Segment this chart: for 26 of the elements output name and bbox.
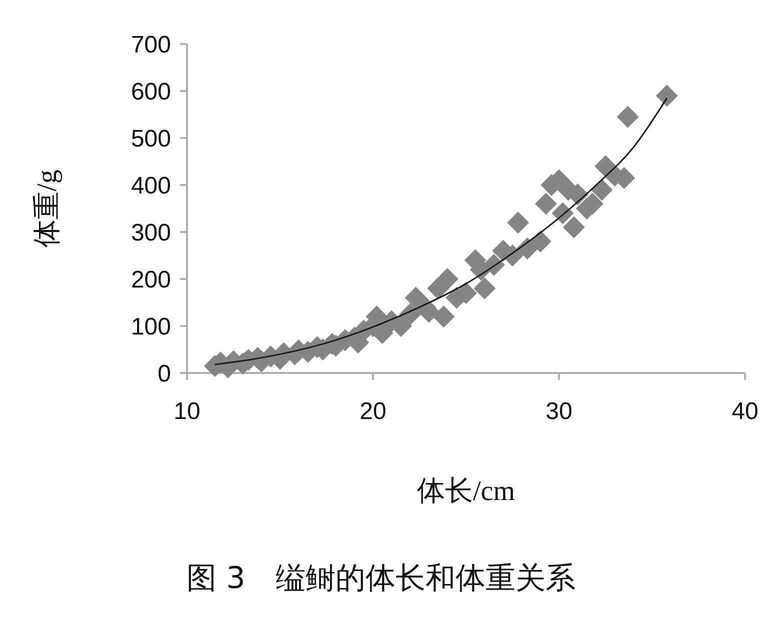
y-axis-title: 体重/g xyxy=(32,170,63,248)
y-tick-label: 200 xyxy=(130,266,171,294)
point xyxy=(616,106,639,128)
x-tick-label: 20 xyxy=(360,398,386,425)
y-tick-label: 0 xyxy=(158,360,171,388)
y-tick-label: 100 xyxy=(130,313,171,340)
point xyxy=(474,277,496,300)
point xyxy=(534,192,557,215)
point xyxy=(436,268,458,290)
point xyxy=(529,230,552,252)
x-axis-title: 体长/cm xyxy=(417,476,516,507)
point xyxy=(590,178,613,201)
text: 图 3 缢鲥的体长和体重关系 xyxy=(186,561,576,596)
point xyxy=(507,212,530,234)
x-tick-label: 30 xyxy=(546,398,572,425)
point xyxy=(656,84,678,107)
point xyxy=(552,202,574,224)
point xyxy=(432,306,455,328)
point xyxy=(562,216,585,238)
y-tick-label: 300 xyxy=(130,219,171,246)
y-tick-label: 400 xyxy=(130,172,171,200)
y-tick-label: 500 xyxy=(130,125,171,152)
x-tick-label: 40 xyxy=(732,398,758,425)
y-tick-label: 700 xyxy=(130,31,171,58)
x-tick-label: 10 xyxy=(174,398,200,425)
y-tick-label: 600 xyxy=(130,78,171,106)
